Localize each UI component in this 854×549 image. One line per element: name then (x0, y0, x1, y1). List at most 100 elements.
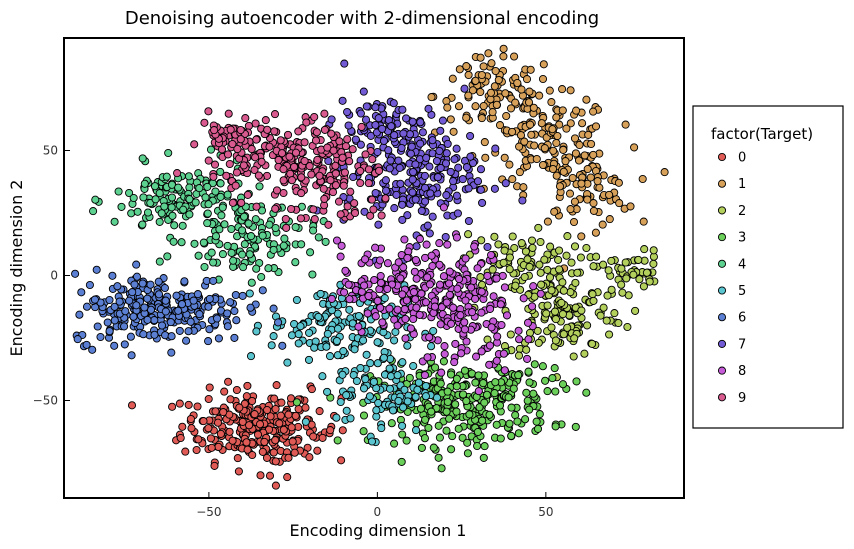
data-point (243, 190, 252, 199)
data-point (139, 193, 148, 202)
data-point (185, 195, 194, 204)
data-point (272, 381, 281, 390)
data-point (200, 118, 209, 127)
data-point (394, 258, 403, 267)
data-point (570, 334, 579, 343)
data-point (415, 310, 424, 319)
data-point (271, 457, 280, 466)
data-point (200, 262, 209, 272)
data-point (190, 239, 199, 248)
data-point (105, 295, 114, 305)
data-point (480, 442, 489, 451)
data-point (461, 296, 470, 305)
data-point (477, 308, 486, 317)
data-point (313, 155, 322, 164)
data-point (280, 234, 289, 243)
data-point (216, 179, 225, 188)
data-point (279, 165, 288, 174)
data-point (167, 193, 177, 202)
data-point (621, 120, 630, 129)
data-point (194, 251, 203, 260)
data-point (500, 246, 509, 255)
data-point (508, 232, 517, 241)
data-point (207, 248, 216, 257)
data-point (167, 348, 176, 357)
data-point (443, 139, 452, 148)
data-point (452, 144, 461, 153)
data-point (193, 402, 202, 411)
data-point (562, 251, 571, 260)
data-point (263, 125, 272, 134)
data-point (82, 302, 92, 311)
data-point (385, 364, 394, 373)
data-point (300, 156, 309, 166)
data-point (245, 289, 254, 298)
data-point (563, 323, 572, 332)
data-point (645, 277, 654, 286)
data-point (505, 253, 514, 262)
data-point (552, 171, 561, 180)
legend-marker-4 (717, 259, 727, 268)
data-point (595, 183, 604, 192)
data-point (491, 378, 500, 387)
data-point (238, 417, 247, 426)
data-point (392, 190, 401, 199)
data-point (373, 147, 382, 157)
legend-label-3: 3 (738, 231, 746, 246)
data-point (476, 87, 485, 97)
data-point (467, 283, 476, 292)
data-point (517, 85, 526, 94)
data-point (602, 316, 611, 325)
data-point (282, 223, 291, 232)
data-point (110, 316, 119, 325)
data-point (199, 417, 208, 426)
data-point (386, 156, 395, 165)
data-point (445, 267, 454, 276)
data-point (542, 309, 551, 318)
data-point (346, 414, 355, 423)
data-point (479, 62, 488, 71)
data-point (413, 385, 422, 394)
data-point (563, 232, 572, 241)
data-point (195, 310, 204, 319)
data-point (425, 162, 434, 171)
data-point (389, 99, 398, 108)
data-point (362, 102, 371, 111)
data-point (138, 279, 147, 288)
data-point (350, 208, 360, 218)
data-point (173, 169, 182, 178)
data-point (195, 184, 204, 193)
y-tick-label: 0 (50, 269, 58, 283)
data-point (155, 189, 164, 198)
data-point (269, 332, 278, 341)
data-point (490, 82, 499, 91)
data-point (421, 392, 430, 401)
data-point (499, 349, 508, 358)
plot-frame (63, 37, 685, 499)
data-point (320, 125, 329, 134)
data-point (177, 238, 186, 247)
data-point (248, 396, 257, 406)
data-point (269, 448, 278, 457)
data-point (551, 387, 560, 396)
data-point (451, 339, 460, 348)
data-point (250, 165, 259, 175)
data-point (476, 273, 485, 282)
data-point (226, 125, 235, 134)
data-point (510, 52, 519, 61)
data-point (373, 359, 382, 368)
data-point (336, 252, 345, 261)
data-point (604, 266, 613, 275)
data-point (515, 335, 524, 344)
data-point (446, 115, 455, 124)
data-point (583, 195, 592, 204)
chart-title: Denoising autoencoder with 2-dimensional… (125, 8, 599, 29)
data-point (92, 265, 101, 274)
data-point (77, 288, 86, 297)
data-point (233, 454, 242, 463)
data-point (248, 450, 257, 460)
data-point (577, 306, 586, 315)
data-point (436, 163, 445, 173)
data-point (529, 103, 538, 112)
data-point (245, 421, 254, 430)
